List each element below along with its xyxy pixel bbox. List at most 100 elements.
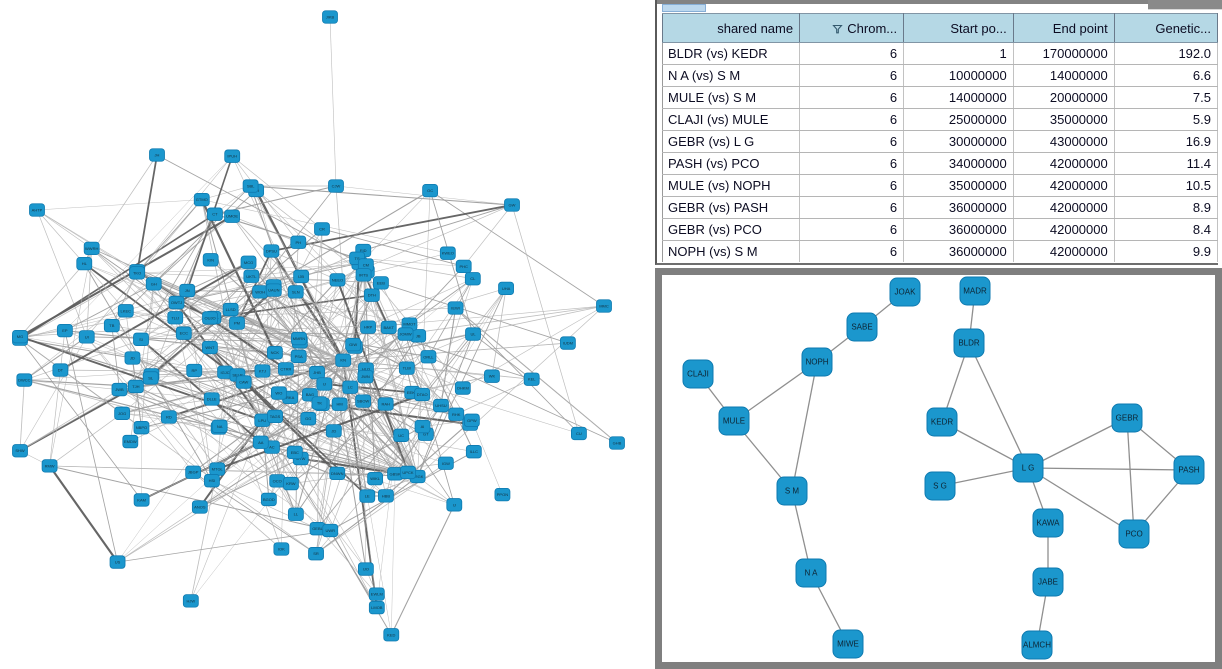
network-node[interactable]: ORLL	[420, 350, 437, 364]
table-cell[interactable]: 6	[799, 86, 905, 109]
network-edge[interactable]	[295, 274, 365, 515]
network-edge[interactable]	[218, 368, 287, 429]
network-edge[interactable]	[19, 338, 142, 501]
subnetwork-node-noph[interactable]: NOPH	[801, 347, 833, 377]
network-node[interactable]: WO	[270, 386, 287, 400]
network-node[interactable]: IJ	[446, 498, 463, 512]
table-cell[interactable]: 6	[799, 42, 905, 65]
network-edge[interactable]	[200, 199, 276, 354]
network-node[interactable]: GW	[504, 198, 520, 212]
network-edge[interactable]	[271, 446, 331, 531]
network-edge[interactable]	[111, 272, 138, 326]
network-node[interactable]: IUDM	[559, 336, 576, 350]
network-edge[interactable]	[407, 394, 423, 473]
network-edge[interactable]	[140, 262, 249, 340]
network-node[interactable]: UWR	[322, 523, 339, 538]
network-edge[interactable]	[428, 356, 618, 444]
network-edge[interactable]	[428, 278, 474, 357]
network-node[interactable]: RAH	[377, 397, 394, 411]
network-node[interactable]: EP	[56, 323, 73, 338]
network-node[interactable]: AA	[252, 435, 269, 449]
network-node[interactable]: CR	[314, 222, 330, 236]
network-node[interactable]: UAUN	[265, 283, 282, 297]
subnetwork-node-kawa[interactable]: KAWA	[1032, 508, 1064, 538]
network-node[interactable]: JIKB	[322, 10, 338, 24]
network-edge[interactable]	[24, 379, 273, 448]
network-edge[interactable]	[329, 333, 406, 531]
network-edge[interactable]	[339, 404, 367, 570]
network-node[interactable]: HL	[76, 256, 93, 271]
network-edge[interactable]	[190, 420, 263, 601]
subnetwork-node-claji[interactable]: CLAJI	[682, 359, 714, 389]
network-edge[interactable]	[250, 185, 513, 206]
network-node[interactable]: NCK	[266, 346, 283, 360]
network-node[interactable]: JN	[179, 283, 196, 298]
network-edge[interactable]	[121, 381, 244, 414]
network-edge[interactable]	[36, 199, 202, 211]
network-edge[interactable]	[36, 209, 214, 318]
table-cell[interactable]: 25000000	[903, 108, 1014, 131]
network-node[interactable]: EMDW	[122, 434, 139, 449]
table-cell[interactable]: BLDR (vs) KEDR	[661, 42, 801, 65]
network-edge[interactable]	[409, 278, 474, 325]
network-edge[interactable]	[199, 356, 429, 508]
network-edge[interactable]	[321, 228, 464, 267]
network-node[interactable]: DNWN	[329, 466, 346, 480]
network-node[interactable]: UHA	[498, 281, 514, 295]
network-edge[interactable]	[137, 270, 366, 377]
network-node[interactable]: CTRR	[277, 362, 294, 376]
table-cell[interactable]: 170000000	[1013, 42, 1115, 65]
subnetwork-edge[interactable]	[1027, 467, 1135, 535]
network-edge[interactable]	[385, 278, 474, 405]
network-node[interactable]: UKTL	[243, 269, 260, 283]
network-edge[interactable]	[260, 402, 320, 443]
network-edge[interactable]	[230, 279, 338, 310]
network-edge[interactable]	[367, 496, 392, 635]
column-header-genetic[interactable]: Genetic...	[1114, 13, 1219, 43]
network-node[interactable]: CT	[207, 207, 223, 221]
network-node[interactable]: SR	[308, 547, 324, 561]
network-node[interactable]: JD	[325, 424, 342, 438]
subnetwork-canvas[interactable]: JOAK SABE NOPH CLAJI MULE S M N A MIWE MADR BLDR K…	[662, 275, 1215, 662]
network-edge[interactable]	[183, 332, 300, 343]
network-node[interactable]: WK	[484, 369, 500, 383]
network-node[interactable]: OCO	[269, 474, 286, 488]
network-node[interactable]: GHB	[609, 436, 625, 450]
table-cell[interactable]: 6.6	[1114, 64, 1219, 87]
network-edge[interactable]	[471, 420, 503, 495]
network-edge[interactable]	[365, 368, 419, 477]
table-cell[interactable]: 6	[799, 130, 905, 153]
network-node[interactable]: IRTS	[355, 268, 372, 282]
table-cell[interactable]: 14000000	[1013, 64, 1115, 87]
table-cell[interactable]: 10000000	[903, 64, 1014, 87]
network-node[interactable]: KWEO	[439, 246, 456, 260]
network-edge[interactable]	[511, 204, 580, 434]
table-cell[interactable]: 8.4	[1114, 218, 1219, 241]
table-cell[interactable]: 7.5	[1114, 86, 1219, 109]
table-cell[interactable]: 6	[799, 240, 905, 262]
network-edge[interactable]	[243, 291, 297, 383]
network-node[interactable]: GTMO	[193, 192, 210, 207]
network-edge[interactable]	[199, 458, 301, 508]
subnetwork-node-joak[interactable]: JOAK	[889, 277, 921, 307]
network-node[interactable]: OWTJ	[168, 295, 185, 310]
table-cell[interactable]: 36000000	[903, 218, 1014, 241]
network-node[interactable]: IJB	[293, 269, 310, 284]
table-cell[interactable]: 42000000	[1013, 218, 1115, 241]
network-node[interactable]: MCO	[240, 255, 257, 269]
network-edge[interactable]	[255, 190, 301, 342]
network-edge[interactable]	[201, 185, 251, 200]
network-node[interactable]: TLBI	[398, 361, 415, 375]
network-node[interactable]: ANOS	[191, 500, 208, 514]
network-edge[interactable]	[298, 294, 372, 339]
subnetwork-node-sabe[interactable]: SABE	[846, 312, 878, 342]
network-node[interactable]: RHK	[448, 407, 465, 421]
network-node[interactable]: GG	[300, 412, 317, 426]
network-edge[interactable]	[270, 250, 345, 361]
network-node[interactable]: JD	[124, 351, 141, 365]
network-node[interactable]: OHKM	[454, 381, 471, 395]
network-edge[interactable]	[367, 476, 418, 497]
subnetwork-edge[interactable]	[1126, 417, 1135, 535]
table-row[interactable]: MULE (vs) NOPH 6 35000000 42000000 10.5	[661, 174, 1219, 197]
table-cell[interactable]: 6	[799, 108, 905, 131]
